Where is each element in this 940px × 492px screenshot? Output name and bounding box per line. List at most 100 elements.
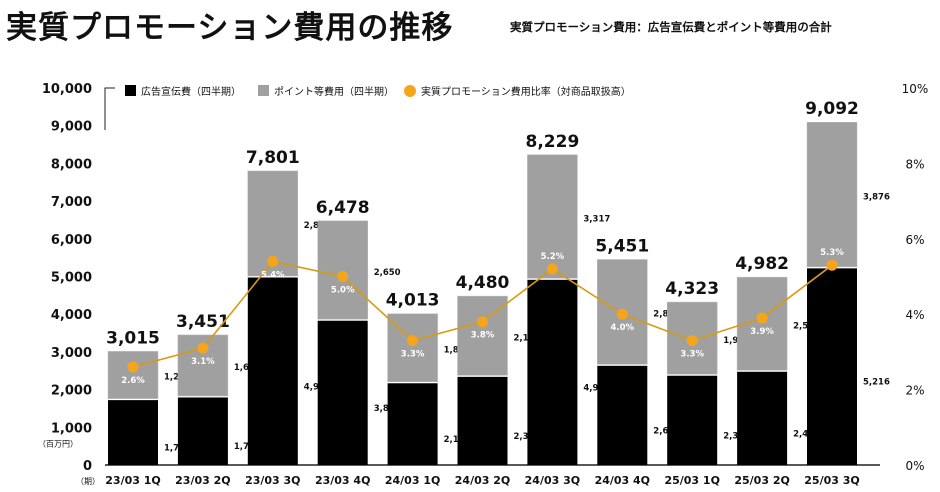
x-tick-label: 25/03 3Q bbox=[804, 474, 859, 487]
total-value-label: 3,015 bbox=[106, 328, 160, 348]
x-tick-label: 25/03 1Q bbox=[664, 474, 719, 487]
x-tick-label: 23/03 2Q bbox=[175, 474, 230, 487]
y2-tick-label: 8% bbox=[905, 157, 924, 171]
y-tick-label: 0 bbox=[83, 459, 92, 474]
bar-points bbox=[317, 220, 368, 320]
x-tick-label: 24/03 2Q bbox=[455, 474, 510, 487]
bar-advertising bbox=[247, 277, 298, 465]
advertising-value-label: 1,721 bbox=[164, 444, 191, 454]
legend-swatch bbox=[258, 85, 269, 96]
ratio-point bbox=[337, 271, 349, 282]
y2-tick-label: 2% bbox=[905, 384, 924, 398]
x-tick-label: 24/03 3Q bbox=[525, 474, 580, 487]
advertising-value-label: 4,912 bbox=[583, 383, 610, 393]
advertising-value-label: 2,168 bbox=[444, 435, 471, 445]
y-tick-label: 7,000 bbox=[51, 195, 92, 210]
total-value-label: 4,323 bbox=[665, 279, 719, 299]
points-value-label: 1,293 bbox=[164, 373, 191, 383]
total-value-label: 3,451 bbox=[176, 312, 230, 332]
y-tick-label: 2,000 bbox=[51, 384, 92, 399]
ratio-value-label: 5.2% bbox=[541, 252, 565, 262]
x-tick-label: 23/03 1Q bbox=[105, 474, 160, 487]
ratio-point bbox=[826, 259, 838, 271]
points-value-label: 2,650 bbox=[374, 268, 401, 278]
ratio-value-label: 5.3% bbox=[820, 248, 844, 258]
points-value-label: 2,142 bbox=[514, 333, 541, 343]
y-tick-label: 6,000 bbox=[51, 233, 92, 248]
ratio-point bbox=[616, 308, 628, 320]
legend-swatch bbox=[125, 85, 136, 96]
ratio-value-label: 3.1% bbox=[191, 357, 215, 367]
ratio-value-label: 3.3% bbox=[401, 350, 425, 360]
total-value-label: 4,480 bbox=[456, 273, 510, 293]
bar-advertising bbox=[527, 279, 578, 465]
advertising-value-label: 1,791 bbox=[234, 442, 261, 452]
bar-advertising bbox=[108, 400, 158, 465]
points-value-label: 2,827 bbox=[304, 221, 331, 231]
advertising-value-label: 5,216 bbox=[863, 378, 890, 388]
y-tick-label: 8,000 bbox=[51, 157, 92, 172]
ratio-point bbox=[477, 316, 488, 328]
x-tick-label: 23/03 4Q bbox=[315, 474, 370, 487]
y-tick-label: 9,000 bbox=[51, 120, 92, 135]
chart-title: 実質プロモーション費用の推移 bbox=[6, 10, 454, 46]
ratio-point bbox=[407, 335, 419, 347]
total-value-label: 4,013 bbox=[386, 291, 440, 311]
total-value-label: 6,478 bbox=[316, 198, 370, 218]
y-tick-label: 3,000 bbox=[51, 346, 92, 361]
y-tick-label: 4,000 bbox=[51, 308, 92, 323]
points-value-label: 1,659 bbox=[234, 363, 261, 373]
legend-swatch bbox=[404, 85, 416, 97]
bar-advertising bbox=[667, 375, 718, 465]
legend-label: ポイント等費用（四半期） bbox=[274, 85, 394, 98]
total-value-label: 9,092 bbox=[805, 99, 859, 119]
y2-tick-label: 6% bbox=[905, 233, 924, 247]
chart-subtitle: 実質プロモーション費用：広告宣伝費とポイント等費用の合計 bbox=[510, 20, 832, 34]
y-tick-label: 10,000 bbox=[42, 82, 92, 97]
y-tick-label: 5,000 bbox=[51, 271, 92, 286]
bar-points bbox=[107, 351, 159, 399]
advertising-value-label: 4,973 bbox=[304, 382, 331, 392]
ratio-value-label: 2.6% bbox=[121, 376, 145, 386]
advertising-value-label: 3,827 bbox=[374, 404, 401, 414]
legend-label: 広告宣伝費（四半期） bbox=[141, 85, 241, 98]
bar-advertising bbox=[457, 376, 508, 465]
bar-advertising bbox=[387, 383, 438, 465]
ratio-value-label: 5.0% bbox=[331, 286, 355, 296]
legend-label: 実質プロモーション費用比率（対商品取扱高） bbox=[421, 85, 631, 98]
advertising-value-label: 2,631 bbox=[653, 426, 680, 436]
bar-advertising bbox=[317, 320, 368, 465]
points-value-label: 3,876 bbox=[863, 192, 890, 202]
ratio-value-label: 5.4% bbox=[261, 270, 285, 280]
bar-points bbox=[806, 121, 858, 268]
ratio-value-label: 3.9% bbox=[750, 327, 774, 337]
bar-advertising bbox=[597, 365, 648, 465]
advertising-value-label: 2,368 bbox=[723, 431, 750, 441]
points-value-label: 3,317 bbox=[583, 214, 610, 224]
ratio-point bbox=[197, 342, 209, 354]
y-tick-label: 1,000 bbox=[51, 421, 92, 436]
ratio-point bbox=[546, 263, 558, 275]
ratio-value-label: 3.8% bbox=[471, 331, 495, 341]
bar-advertising bbox=[177, 397, 228, 465]
bar-advertising bbox=[807, 268, 857, 465]
ratio-point bbox=[686, 335, 698, 347]
y-axis-unit: （百万円） bbox=[38, 439, 78, 448]
bar-advertising bbox=[737, 371, 788, 465]
advertising-value-label: 2,473 bbox=[793, 429, 820, 439]
ratio-value-label: 4.0% bbox=[611, 323, 635, 333]
points-value-label: 1,954 bbox=[723, 336, 750, 346]
total-value-label: 5,451 bbox=[595, 236, 649, 256]
y2-tick-label: 10% bbox=[902, 82, 929, 96]
x-tick-label: 23/03 3Q bbox=[245, 474, 300, 487]
y2-tick-label: 0% bbox=[905, 459, 924, 473]
y2-tick-label: 4% bbox=[905, 308, 924, 322]
ratio-value-label: 3.3% bbox=[680, 350, 704, 360]
total-value-label: 7,801 bbox=[246, 148, 300, 168]
x-axis-unit: （期） bbox=[76, 477, 100, 486]
bar-points bbox=[527, 154, 578, 279]
ratio-point bbox=[127, 361, 139, 373]
ratio-point bbox=[267, 255, 279, 267]
total-value-label: 8,229 bbox=[526, 132, 580, 152]
advertising-value-label: 2,338 bbox=[514, 432, 541, 442]
